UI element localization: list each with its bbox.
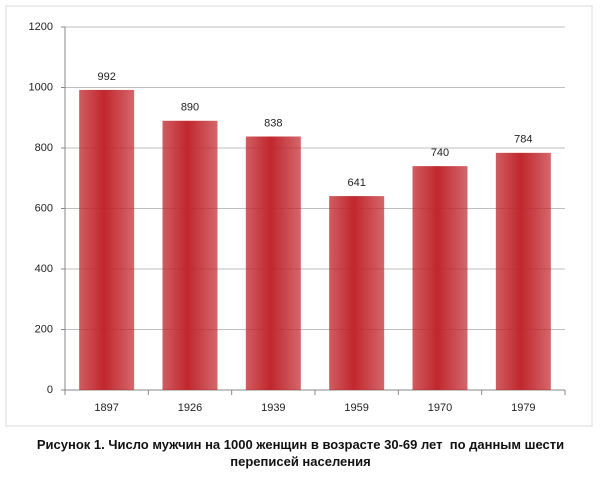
bar bbox=[245, 136, 301, 390]
data-label: 838 bbox=[264, 117, 282, 129]
x-tick-label: 1926 bbox=[178, 402, 202, 414]
y-tick-label: 200 bbox=[35, 323, 53, 335]
data-label: 890 bbox=[181, 102, 199, 114]
y-tick-label: 1000 bbox=[29, 81, 53, 93]
bar bbox=[412, 166, 468, 390]
x-tick-label: 1959 bbox=[344, 402, 368, 414]
x-tick-label: 1970 bbox=[428, 402, 452, 414]
data-label: 992 bbox=[97, 71, 115, 83]
bar bbox=[162, 120, 218, 391]
y-tick-label: 0 bbox=[47, 384, 53, 396]
x-tick-label: 1939 bbox=[261, 402, 285, 414]
x-tick-label: 1979 bbox=[511, 402, 535, 414]
y-tick-label: 400 bbox=[35, 263, 53, 275]
bar bbox=[329, 196, 385, 390]
data-label: 641 bbox=[347, 177, 365, 189]
bar bbox=[495, 152, 551, 390]
chart-title: Рисунок 1. Число мужчин на 1000 женщин в… bbox=[36, 437, 568, 469]
x-tick-label: 1897 bbox=[94, 402, 118, 414]
bar bbox=[79, 89, 135, 391]
data-label: 784 bbox=[514, 134, 532, 146]
chart: 0 200 400 600 800 1000 1200 1897 992 1926 890 1939 8… bbox=[5, 5, 593, 427]
y-tick-label: 800 bbox=[35, 142, 53, 154]
y-tick-label: 1200 bbox=[29, 21, 53, 33]
y-tick-label: 600 bbox=[35, 202, 53, 214]
data-label: 740 bbox=[431, 147, 449, 159]
